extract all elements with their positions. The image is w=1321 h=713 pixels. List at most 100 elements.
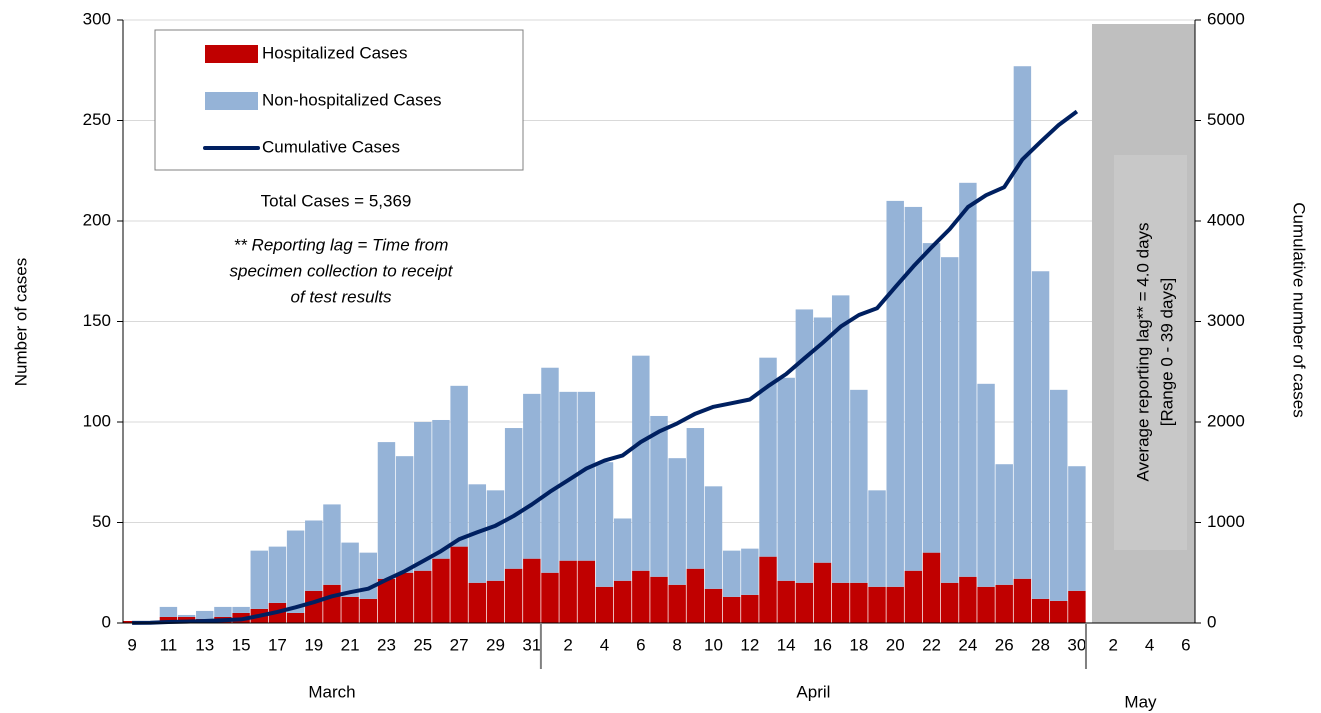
total-annotation: Total Cases = 5,369 <box>261 191 412 210</box>
note: ** Reporting lag = Time from <box>234 235 449 254</box>
note: of test results <box>290 287 392 306</box>
x-tick-label: 14 <box>777 635 796 654</box>
bar <box>486 580 505 623</box>
bar <box>250 550 268 609</box>
x-tick-label: 21 <box>341 635 360 654</box>
bar <box>341 596 359 623</box>
bar <box>722 550 741 597</box>
bar <box>559 560 577 623</box>
x-tick-label: 25 <box>413 635 432 654</box>
bar <box>813 562 832 623</box>
bar <box>214 606 232 617</box>
bar <box>668 584 686 623</box>
y-tick-label: 50 <box>92 512 111 531</box>
bar <box>940 582 959 623</box>
bar <box>595 586 614 623</box>
x-tick-label: 4 <box>1145 635 1154 654</box>
x-tick-label: 20 <box>886 635 905 654</box>
bar <box>504 428 523 569</box>
bar <box>795 309 814 583</box>
bar <box>632 570 650 623</box>
x-tick-label: 26 <box>995 635 1014 654</box>
x-tick-label: 15 <box>232 635 251 654</box>
x-tick-label: 2 <box>1109 635 1118 654</box>
bar <box>831 295 850 583</box>
bar <box>432 558 450 623</box>
bar <box>395 456 414 573</box>
bar <box>523 558 541 623</box>
bar <box>704 486 723 589</box>
bar <box>1050 389 1068 601</box>
bar <box>977 383 995 587</box>
bar <box>1068 466 1086 591</box>
legend-label: Cumulative Cases <box>262 137 400 156</box>
x-tick-label: 24 <box>958 635 977 654</box>
note: specimen collection to receipt <box>229 261 453 280</box>
bar <box>177 614 196 617</box>
bar <box>686 568 705 623</box>
bar <box>850 582 868 623</box>
bar <box>632 355 650 571</box>
bar <box>977 586 995 623</box>
y2-axis-title: Cumulative number of cases <box>1290 202 1309 417</box>
bar <box>904 206 923 571</box>
bar <box>795 582 814 623</box>
y2-tick-label: 6000 <box>1207 9 1245 28</box>
x-tick-label: 17 <box>268 635 287 654</box>
lag-text: Average reporting lag** = 4.0 days <box>1133 222 1152 481</box>
bar <box>377 578 396 623</box>
bar <box>359 552 378 599</box>
bar <box>613 518 632 581</box>
x-tick-label: 16 <box>813 635 832 654</box>
bar <box>377 442 396 579</box>
bar <box>886 586 904 623</box>
x-tick-label: 31 <box>522 635 541 654</box>
bar <box>613 580 632 623</box>
bar <box>595 462 614 587</box>
bar <box>704 588 723 623</box>
y-tick-label: 250 <box>83 110 111 129</box>
y2-tick-label: 3000 <box>1207 311 1245 330</box>
x-tick-label: 13 <box>195 635 214 654</box>
bar <box>123 620 141 623</box>
bar <box>395 572 414 623</box>
bar <box>850 389 868 583</box>
y2-tick-label: 2000 <box>1207 411 1245 430</box>
bar <box>959 182 977 577</box>
x-tick-label: 9 <box>127 635 136 654</box>
bar <box>286 612 305 623</box>
x-tick-label: 6 <box>636 635 645 654</box>
x-tick-label: 8 <box>672 635 681 654</box>
bar <box>268 546 287 603</box>
bar <box>305 520 323 591</box>
y-tick-label: 150 <box>83 311 111 330</box>
bar <box>450 385 468 547</box>
bar <box>1050 600 1068 623</box>
x-group-label: April <box>796 682 830 701</box>
bar <box>922 552 941 623</box>
bar <box>995 464 1013 585</box>
bar <box>323 504 341 585</box>
bar <box>722 596 741 623</box>
bar <box>741 594 759 623</box>
bar <box>668 458 686 585</box>
bar <box>414 422 432 571</box>
bar <box>541 367 559 573</box>
y-tick-label: 200 <box>83 210 111 229</box>
legend-swatch <box>205 92 258 110</box>
bar <box>323 584 341 623</box>
bar <box>504 568 523 623</box>
y2-tick-label: 1000 <box>1207 512 1245 531</box>
x-tick-label: 6 <box>1181 635 1190 654</box>
bar <box>741 548 759 595</box>
bar <box>650 576 668 623</box>
bar <box>523 393 541 559</box>
bar <box>759 556 777 623</box>
lag-box <box>1113 155 1187 550</box>
x-tick-label: 23 <box>377 635 396 654</box>
bar <box>159 606 178 617</box>
bar <box>577 560 596 623</box>
bar <box>940 257 959 583</box>
bar <box>486 490 505 581</box>
x-tick-label: 2 <box>563 635 572 654</box>
